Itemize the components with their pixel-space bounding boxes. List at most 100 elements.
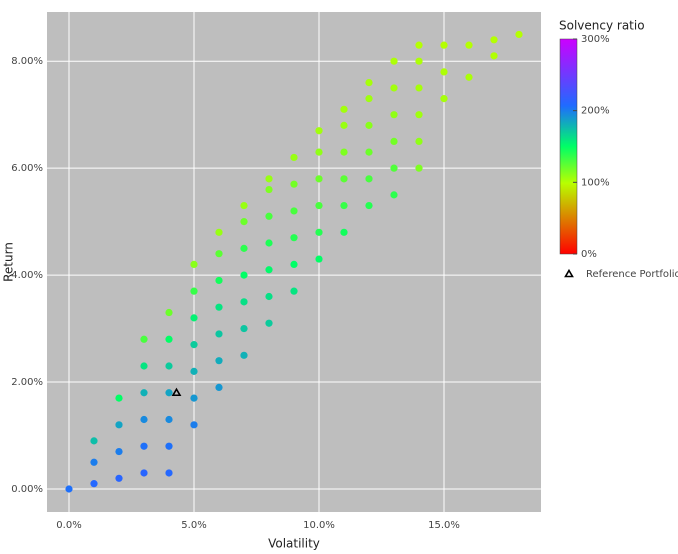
point xyxy=(340,228,348,236)
point xyxy=(490,36,498,44)
point xyxy=(215,357,223,365)
point xyxy=(465,41,473,49)
point xyxy=(415,41,423,49)
point xyxy=(190,394,198,402)
point xyxy=(165,308,173,317)
point xyxy=(140,335,148,343)
x-tick-label: 10.0% xyxy=(303,520,335,531)
x-tick-label: 5.0% xyxy=(181,520,206,531)
point xyxy=(265,175,273,183)
point xyxy=(165,335,173,343)
point xyxy=(365,175,373,183)
point xyxy=(215,276,223,285)
point xyxy=(165,415,173,424)
point xyxy=(115,447,123,456)
colorbar-tick-label: 0% xyxy=(581,249,597,260)
point xyxy=(415,84,423,92)
point xyxy=(290,234,298,242)
point xyxy=(315,201,323,210)
point xyxy=(390,137,398,146)
point xyxy=(390,84,398,92)
point xyxy=(415,164,423,172)
point xyxy=(415,111,423,119)
y-axis-title: Return xyxy=(2,242,16,282)
x-axis-title: Volatility xyxy=(268,537,320,551)
point xyxy=(215,303,223,311)
point xyxy=(240,324,248,333)
point xyxy=(265,185,273,194)
point xyxy=(340,175,348,183)
point xyxy=(165,389,173,397)
legend-marker xyxy=(564,268,574,278)
point xyxy=(290,287,298,295)
point xyxy=(315,255,323,263)
point xyxy=(415,57,423,65)
point xyxy=(515,30,523,39)
point xyxy=(215,250,223,258)
y-tick-label: 2.00% xyxy=(11,377,43,388)
point xyxy=(190,314,198,322)
point xyxy=(290,260,298,269)
point xyxy=(315,175,323,183)
point xyxy=(365,78,373,87)
point xyxy=(190,367,198,375)
point xyxy=(240,201,248,210)
point xyxy=(390,191,398,199)
point xyxy=(265,212,273,220)
point xyxy=(115,474,123,482)
colorbar xyxy=(559,38,578,255)
x-tick-label: 0.0% xyxy=(56,520,81,531)
point xyxy=(115,394,123,402)
point xyxy=(340,148,348,156)
x-tick-label: 15.0% xyxy=(428,520,460,531)
legend-label: Reference Portfolio xyxy=(586,269,678,280)
point xyxy=(165,442,173,450)
point xyxy=(90,458,98,466)
point xyxy=(65,485,73,493)
point xyxy=(390,164,398,172)
colorbar-title: Solvency ratio xyxy=(559,19,645,33)
point xyxy=(490,52,498,60)
point xyxy=(390,57,398,65)
point xyxy=(240,244,248,252)
point xyxy=(165,362,173,370)
point xyxy=(215,383,223,392)
point xyxy=(415,137,423,146)
point xyxy=(365,121,373,129)
y-tick-label: 4.00% xyxy=(11,270,43,281)
point xyxy=(315,127,323,135)
reference-marker xyxy=(171,387,182,397)
point xyxy=(390,111,398,119)
point xyxy=(290,180,298,188)
point xyxy=(240,218,248,226)
point xyxy=(440,95,448,103)
point xyxy=(265,292,273,301)
point xyxy=(190,260,198,269)
point xyxy=(165,469,173,477)
point xyxy=(265,266,273,274)
point xyxy=(365,148,373,156)
point xyxy=(315,148,323,156)
point xyxy=(140,389,148,397)
point xyxy=(440,41,448,49)
point xyxy=(240,298,248,306)
point xyxy=(290,153,298,162)
point xyxy=(90,437,98,445)
colorbar-tick-label: 300% xyxy=(581,34,610,45)
point xyxy=(190,287,198,295)
point xyxy=(215,330,223,338)
point xyxy=(340,201,348,210)
point xyxy=(140,362,148,370)
point xyxy=(115,421,123,429)
y-tick-label: 8.00% xyxy=(11,56,43,67)
point xyxy=(465,73,473,81)
point xyxy=(365,95,373,103)
point xyxy=(340,105,348,113)
point xyxy=(190,421,198,429)
y-tick-label: 0.00% xyxy=(11,484,43,495)
point xyxy=(265,239,273,247)
point xyxy=(140,469,148,477)
colorbar-tick-label: 100% xyxy=(581,177,610,188)
point xyxy=(240,351,248,359)
